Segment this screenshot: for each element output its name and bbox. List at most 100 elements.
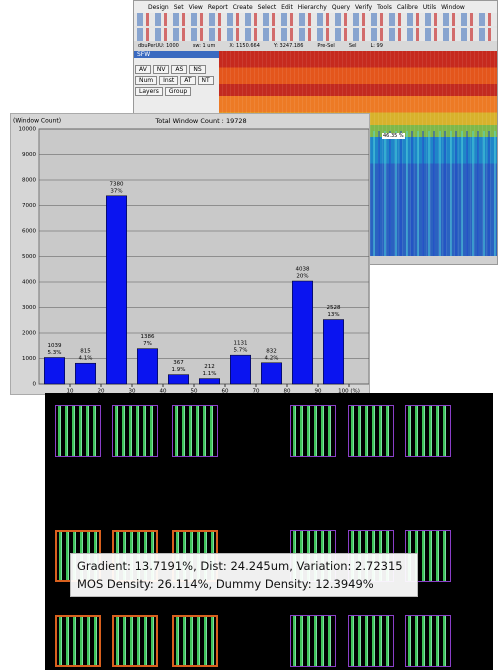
menu-item[interactable]: Edit xyxy=(281,4,293,11)
percent-label: 37% xyxy=(110,188,122,194)
panel-check[interactable]: Inst xyxy=(159,76,178,85)
menu-item[interactable]: Tools xyxy=(377,4,392,11)
panel-check[interactable]: Num xyxy=(135,76,157,85)
y-axis-label: (Window Count) xyxy=(13,118,61,125)
percent-label: 20% xyxy=(296,274,308,280)
y-tick-label: 1000 xyxy=(22,356,36,362)
percent-label: 7% xyxy=(143,341,152,347)
menu-item[interactable]: Report xyxy=(208,4,228,11)
y-tick-label: 8000 xyxy=(22,178,36,184)
bar xyxy=(230,355,250,384)
value-label: 2528 xyxy=(327,305,341,311)
menu-item[interactable]: View xyxy=(189,4,203,11)
y-tick-label: 7000 xyxy=(22,203,36,209)
coords-bar: dbuPerUU: 1000 sw: 1 um X: 1150.664 Y: 3247… xyxy=(134,41,498,51)
coord-field: X: 1150.664 xyxy=(229,43,260,49)
bar xyxy=(261,363,281,384)
layout-view xyxy=(45,393,493,670)
y-tick-label: 2000 xyxy=(22,331,36,337)
percent-label: 13% xyxy=(327,312,339,318)
menu-item[interactable]: Hierarchy xyxy=(298,4,327,11)
layout-cell xyxy=(290,405,336,457)
bar xyxy=(44,358,64,384)
bar xyxy=(75,363,95,384)
heatmap-label: 46.35 % xyxy=(382,133,405,139)
coord-field: L: 99 xyxy=(370,43,382,49)
layout-cell xyxy=(348,615,394,667)
bar xyxy=(292,281,312,384)
y-tick-label: 3000 xyxy=(22,305,36,311)
panel-title: SFW xyxy=(134,51,219,58)
value-label: 1131 xyxy=(234,341,248,347)
value-label: 7380 xyxy=(110,181,124,187)
chart-title: Total Window Count : 19728 xyxy=(154,117,246,125)
y-tick-label: 5000 xyxy=(22,254,36,260)
coord-field: dbuPerUU: 1000 xyxy=(138,43,179,49)
percent-label: 4.1% xyxy=(79,356,93,362)
layout-cell xyxy=(112,405,158,457)
menu-item[interactable]: Set xyxy=(174,4,184,11)
panel-button[interactable]: NV xyxy=(153,65,170,74)
overlay-line: MOS Density: 26.114%, Dummy Density: 12.… xyxy=(77,575,411,593)
value-label: 815 xyxy=(80,349,91,355)
bar xyxy=(106,196,126,384)
value-label: 832 xyxy=(266,348,277,354)
layout-cell xyxy=(55,615,101,667)
toolbar xyxy=(134,28,498,41)
bar xyxy=(199,379,219,384)
percent-label: 5.7% xyxy=(234,348,248,354)
value-label: 4038 xyxy=(296,267,310,273)
coord-field: Y: 3247.186 xyxy=(274,43,304,49)
page: {"window":{"menu":["Design","Set","View"… xyxy=(0,0,498,670)
menu-item[interactable]: Utils xyxy=(423,4,436,11)
panel-button[interactable]: AS xyxy=(171,65,187,74)
coord-field: Sel xyxy=(349,43,357,49)
layout-cell xyxy=(290,615,336,667)
menu-item[interactable]: Query xyxy=(332,4,350,11)
y-tick-label: 6000 xyxy=(22,229,36,235)
menu-item[interactable]: Calibre xyxy=(397,4,418,11)
menu-item[interactable]: Window xyxy=(441,4,465,11)
layout-cell xyxy=(112,615,158,667)
layout-cell xyxy=(172,405,218,457)
percent-label: 1.1% xyxy=(203,371,217,377)
toolbar xyxy=(134,13,498,26)
layout-cell xyxy=(55,405,101,457)
menu-item[interactable]: Create xyxy=(233,4,253,11)
y-tick-label: 9000 xyxy=(22,152,36,158)
y-tick-label: 0 xyxy=(33,382,37,388)
percent-label: 1.9% xyxy=(172,367,186,373)
percent-label: 5.3% xyxy=(48,350,62,356)
layout-cell xyxy=(405,615,451,667)
percent-label: 4.2% xyxy=(265,355,279,361)
panel-check[interactable]: NT xyxy=(198,76,214,85)
menu-bar: Design Set View Report Create Select Edit Hiera… xyxy=(134,1,498,13)
panel-tab[interactable]: Group xyxy=(165,87,191,96)
panel-button[interactable]: AV xyxy=(135,65,151,74)
coord-field: sw: 1 um xyxy=(193,43,216,49)
value-label: 1039 xyxy=(48,343,62,349)
menu-item[interactable]: Verify xyxy=(355,4,372,11)
layout-cell xyxy=(172,615,218,667)
layout-cell xyxy=(348,405,394,457)
chart: (Window Count) Total Window Count : 1972… xyxy=(11,114,369,394)
bar xyxy=(168,375,188,384)
value-label: 1386 xyxy=(141,334,155,340)
panel-button[interactable]: NS xyxy=(189,65,205,74)
menu-item[interactable]: Select xyxy=(258,4,277,11)
overlay-line: Gradient: 13.7191%, Dist: 24.245um, Vari… xyxy=(77,557,411,575)
y-tick-label: 10000 xyxy=(19,127,37,133)
bar xyxy=(137,349,157,384)
bar xyxy=(323,320,343,384)
panel-tab[interactable]: Layers xyxy=(135,87,163,96)
layout-cell xyxy=(405,405,451,457)
value-label: 212 xyxy=(204,364,215,370)
panel-check[interactable]: AT xyxy=(180,76,195,85)
value-label: 367 xyxy=(173,360,184,366)
y-tick-label: 4000 xyxy=(22,280,36,286)
coord-field: Pre-Sel xyxy=(317,43,334,49)
menu-item[interactable]: Design xyxy=(148,4,169,11)
chart-window: (Window Count) Total Window Count : 1972… xyxy=(10,113,370,395)
